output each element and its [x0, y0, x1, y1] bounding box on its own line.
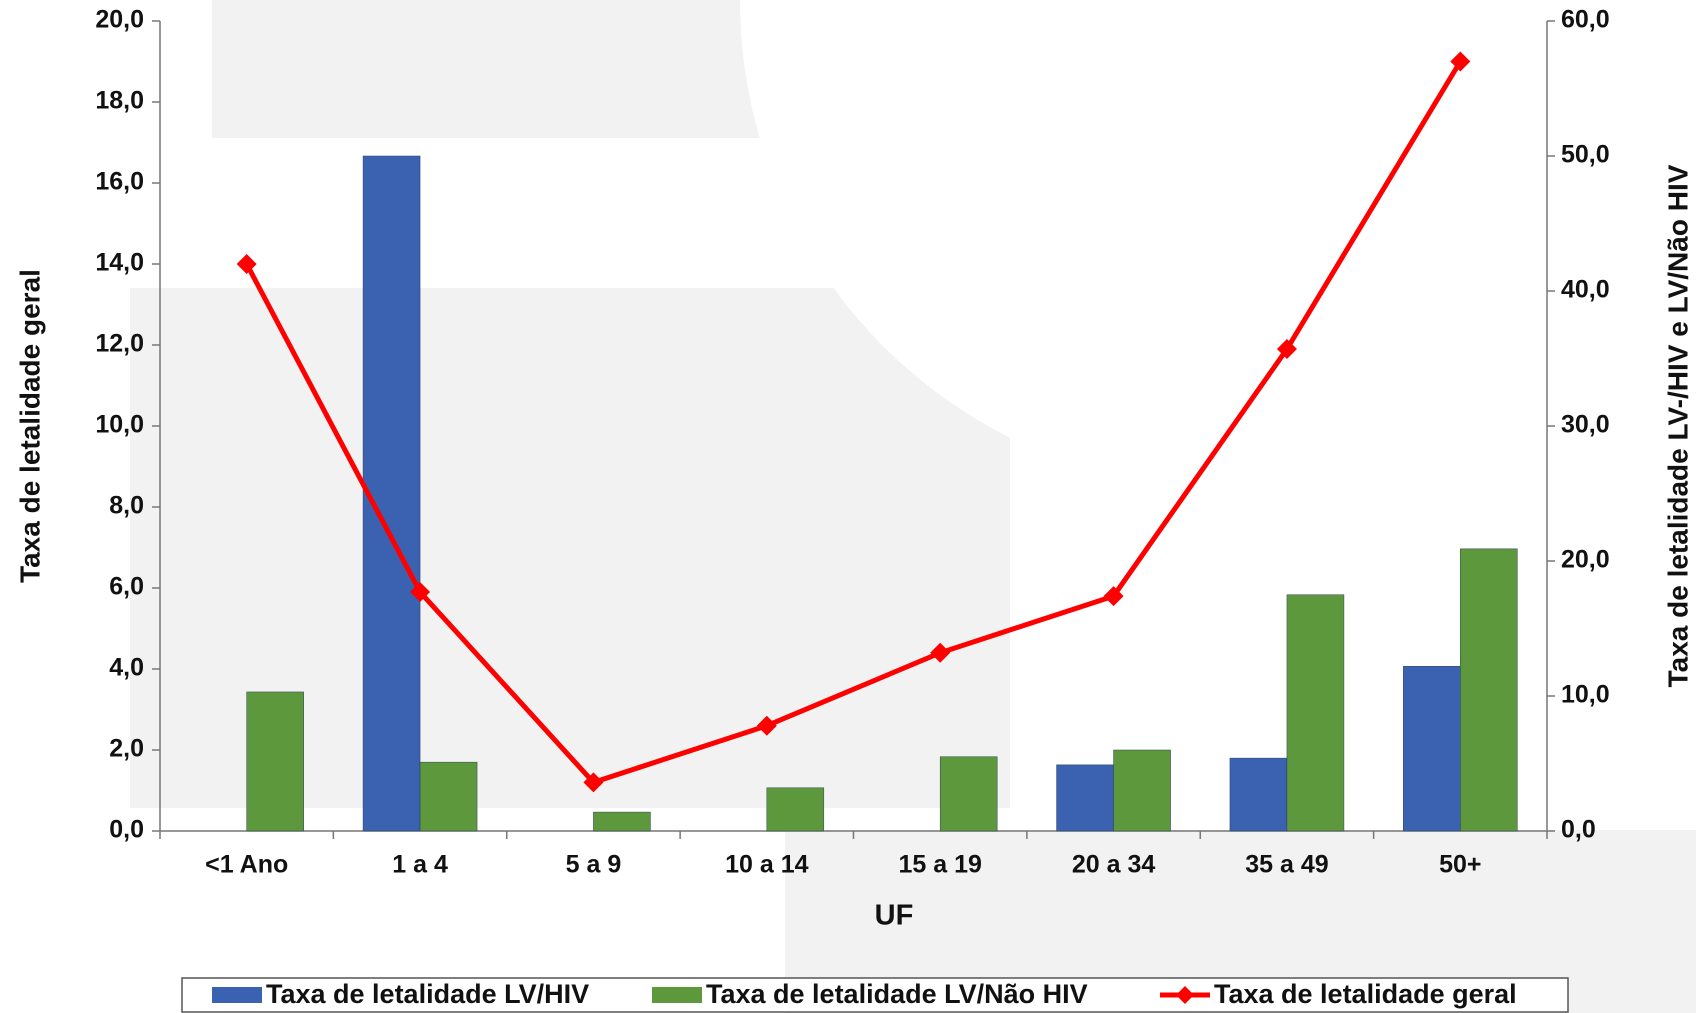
- bar: [246, 691, 304, 832]
- marker: [1276, 339, 1297, 360]
- y-tick-label: 14,0: [95, 249, 144, 277]
- y2-tick-label: 20,0: [1561, 546, 1610, 574]
- y-axis-title: Taxa de letalidade geral: [14, 269, 45, 583]
- x-tick-label: 35 a 49: [1245, 851, 1328, 879]
- y-tick-label: 10,0: [95, 411, 144, 439]
- line: [244, 60, 1463, 786]
- bar: [1286, 594, 1345, 832]
- x-tick-label: 20 a 34: [1072, 851, 1156, 879]
- legend-label: Taxa de letalidade geral: [1214, 979, 1517, 1009]
- y-tick-label: 18,0: [95, 87, 144, 115]
- y-tick-label: 0,0: [109, 816, 144, 844]
- y-tick-label: 6,0: [109, 573, 144, 601]
- bar: [939, 756, 998, 832]
- y-tick-label: 4,0: [109, 654, 144, 682]
- legend-box: [181, 977, 1569, 1013]
- y2-tick-label: 10,0: [1561, 681, 1610, 709]
- marker: [236, 254, 257, 274]
- legend-swatch: [1176, 986, 1194, 1004]
- y-tick-label: 20,0: [95, 6, 144, 34]
- y2-tick-label: 40,0: [1561, 276, 1610, 304]
- bar: [1229, 757, 1288, 832]
- background-decoration: [130, 0, 1696, 1013]
- bar: [1113, 749, 1171, 832]
- bar: [362, 155, 421, 832]
- legend-label: Taxa de letalidade LV/HIV: [266, 979, 589, 1009]
- marker: [1450, 51, 1471, 72]
- x-tick-label: 5 a 9: [566, 851, 622, 879]
- x-axis-title: UF: [875, 900, 914, 932]
- marker: [756, 715, 777, 736]
- y2-tick-label: 30,0: [1561, 411, 1610, 439]
- legend-label: Taxa de letalidade LV/Não HIV: [706, 979, 1088, 1009]
- y2-axis-title: Taxa de letalidade LV-/HIV e LV/Não HIV: [1662, 164, 1693, 687]
- bar: [766, 787, 825, 832]
- y2-tick-label: 50,0: [1561, 141, 1610, 169]
- bar: [1056, 764, 1114, 832]
- bg-shape: [740, 0, 1696, 490]
- bar: [419, 761, 478, 832]
- marker: [1103, 586, 1124, 607]
- y2-tick-label: 0,0: [1561, 816, 1596, 844]
- y-tick-label: 16,0: [95, 168, 144, 196]
- x-tick-label: 10 a 14: [725, 851, 809, 879]
- marker: [410, 582, 431, 603]
- marker: [583, 772, 604, 793]
- legend-swatch: [212, 987, 262, 1003]
- bar: [593, 811, 651, 832]
- y-tick-label: 8,0: [109, 492, 144, 520]
- marker: [930, 642, 951, 663]
- y-tick-label: 12,0: [95, 330, 144, 358]
- legend-swatch: [652, 987, 702, 1003]
- x-tick-label: 1 a 4: [392, 851, 448, 879]
- x-tick-label: 15 a 19: [898, 851, 981, 879]
- bar: [1403, 666, 1461, 832]
- y2-tick-label: 60,0: [1561, 6, 1610, 34]
- bar: [1460, 548, 1518, 832]
- y-tick-label: 2,0: [109, 735, 144, 763]
- x-tick-label: 50+: [1439, 851, 1481, 879]
- x-tick-label: <1 Ano: [205, 851, 288, 879]
